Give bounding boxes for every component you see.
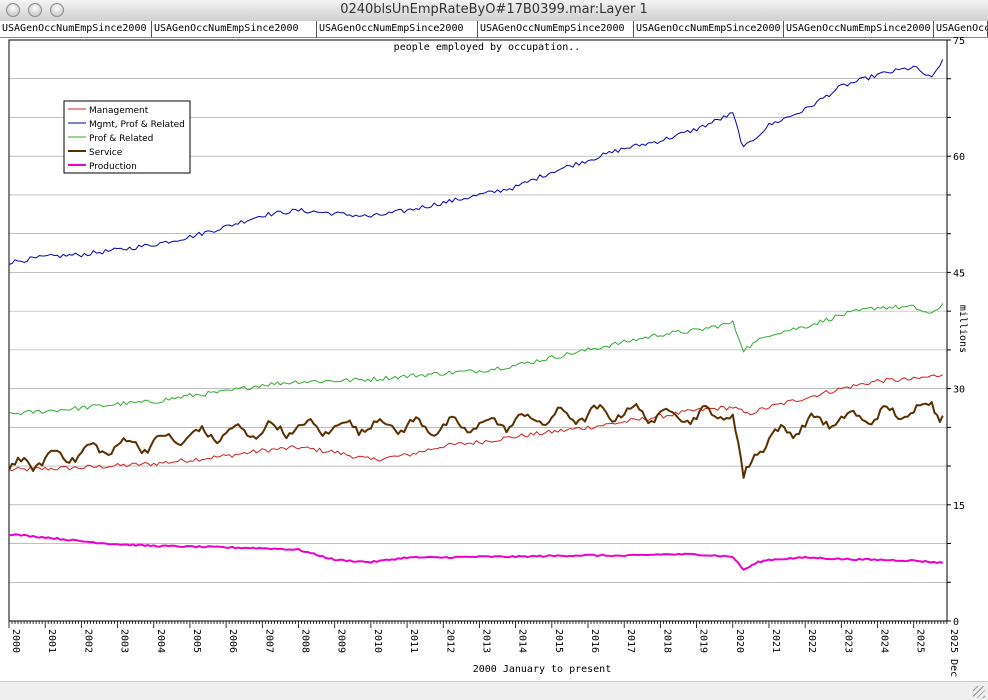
legend-label: Prof & Related: [89, 134, 153, 144]
layer-tab[interactable]: USAGenOccNumEmpSince2000: [317, 21, 478, 37]
layer-tab[interactable]: USAGenOccNumEmpSince2000: [0, 21, 152, 37]
layer-tab[interactable]: USAGenOccNumEmpSince2000: [634, 21, 784, 37]
y-tick-label: 0: [953, 617, 959, 628]
x-tick-label: 2016: [589, 629, 600, 653]
legend-label: Management: [89, 106, 149, 116]
x-tick-label: 2002: [82, 629, 93, 653]
legend-label: Mgmt, Prof & Related: [89, 120, 185, 130]
x-tick-label: 2019: [698, 629, 709, 653]
x-tick-label: 2004: [155, 629, 166, 653]
x-tick-label: 2009: [336, 629, 347, 653]
x-axis-label: 2000 January to present: [473, 664, 611, 675]
minimize-window-button[interactable]: [28, 3, 42, 17]
layer-tab[interactable]: USAGenOccNumEmpSince2000: [784, 21, 934, 37]
y-axis-label: millions: [957, 305, 968, 353]
y-tick-label: 45: [953, 268, 965, 279]
x-tick-label: 2022: [806, 629, 817, 653]
layer-tab[interactable]: USAGenOccNumEmpSince2000: [934, 21, 988, 37]
close-window-button[interactable]: [6, 3, 20, 17]
x-tick-label: 2010: [372, 629, 383, 653]
x-tick-label: 2024: [879, 629, 890, 653]
y-tick-label: 60: [953, 152, 965, 163]
x-tick-label: 2018: [661, 629, 672, 653]
window-bottom-bar: [0, 681, 988, 700]
legend-label: Production: [89, 162, 137, 172]
series-line: [8, 374, 943, 472]
x-tick-label: 2025: [915, 629, 926, 653]
series-line: [8, 533, 943, 571]
x-tick-label: 2013: [480, 629, 491, 653]
x-tick-label: 2008: [300, 629, 311, 653]
x-tick-label: 2007: [263, 629, 274, 653]
layer-tab[interactable]: USAGenOccNumEmpSince2000: [478, 21, 634, 37]
x-tick-label: 2021: [770, 629, 781, 653]
x-tick-label: 2015: [553, 629, 564, 653]
x-tick-label: 2001: [46, 629, 57, 653]
legend-label: Service: [89, 148, 123, 158]
occupation-employment-chart: people employed by occupation.. 0 15 30 45 6…: [8, 37, 968, 677]
x-tick-label: 2000: [10, 629, 21, 653]
plot-frame: [8, 39, 948, 622]
x-tick-label: 2006: [227, 629, 238, 653]
y-tick-label: 15: [953, 501, 965, 512]
y-tick-label: 30: [953, 385, 965, 396]
x-tick-label: 2011: [408, 629, 419, 653]
x-tick-label: 2012: [444, 629, 455, 653]
series-line: [8, 401, 944, 479]
series-lines: [8, 59, 944, 571]
y-tick-label: 75: [953, 37, 965, 47]
x-tick-label: 2005: [191, 629, 202, 653]
x-tick-label: 2025 Dec: [948, 629, 959, 677]
x-tick-label: 2017: [625, 629, 636, 653]
x-tick-label: 2014: [517, 629, 528, 653]
layer-tab-bar: USAGenOccNumEmpSince2000 USAGenOccNumEmp…: [0, 21, 988, 38]
chart-title: people employed by occupation..: [394, 42, 581, 53]
x-axis: 2000 2001 2002 2003 2004 2005 2006 2007 2008 2009…: [8, 621, 959, 677]
window-titlebar[interactable]: 0240blsUnEmpRateByO#17B0399.mar:Layer 1: [0, 0, 988, 22]
series-line: [8, 303, 944, 416]
x-tick-label: 2023: [842, 629, 853, 653]
y-axis: 0 15 30 45 60 75: [947, 37, 965, 628]
window-title: 0240blsUnEmpRateByO#17B0399.mar:Layer 1: [340, 2, 648, 17]
legend-box: [63, 100, 191, 174]
x-tick-label: 2020: [734, 629, 745, 653]
series-line: [8, 59, 944, 265]
legend: Management Mgmt, Prof & Related Prof & Rel…: [63, 100, 191, 174]
layer-tab[interactable]: USAGenOccNumEmpSince2000: [152, 21, 317, 37]
resize-grip-icon[interactable]: [973, 686, 985, 698]
x-tick-label: 2003: [119, 629, 130, 653]
zoom-window-button[interactable]: [50, 3, 64, 17]
